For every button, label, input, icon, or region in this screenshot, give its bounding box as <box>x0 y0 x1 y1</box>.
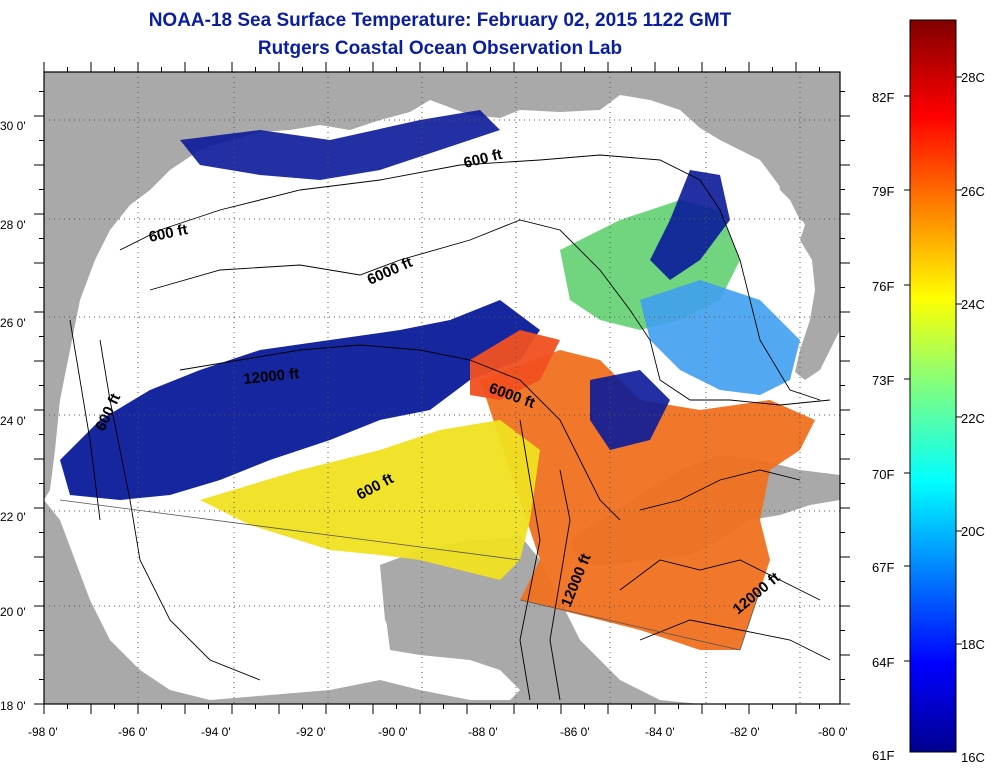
swath-edge <box>59 499 761 651</box>
lat-label: 24 0' <box>0 414 26 428</box>
graticule <box>44 72 840 704</box>
lon-label: -98 0' <box>28 725 58 739</box>
land-us-gulf-coast <box>44 72 840 500</box>
lon-label: -92 0' <box>296 725 326 739</box>
colorbar-c-label: 24C <box>961 297 985 312</box>
colorbar-ticks <box>904 76 962 662</box>
bathymetry-contours <box>69 154 831 701</box>
colorbar-c-label: 26C <box>961 184 985 199</box>
colorbar-c-label: 16C <box>961 750 985 765</box>
sst-cool-swath <box>640 280 800 395</box>
lon-label: -82 0' <box>730 725 760 739</box>
lat-label: 18 0' <box>0 699 26 713</box>
sst-cold-patch-center <box>590 370 670 450</box>
colorbar-f-label: 64F <box>872 655 894 670</box>
sst-yellow-swath <box>200 420 540 580</box>
colorbar-f-label: 67F <box>872 560 894 575</box>
lat-label: 30 0' <box>0 119 26 133</box>
colorbar <box>909 19 957 753</box>
sst-cold-patch-east <box>650 170 730 280</box>
colorbar-f-label: 82F <box>872 90 894 105</box>
contour-label: 12000 ft <box>243 365 300 388</box>
colorbar-fahrenheit-labels: 82F 79F 76F 73F 70F 67F 64F 61F <box>872 90 894 763</box>
map-title: NOAA-18 Sea Surface Temperature: Februar… <box>148 10 732 31</box>
lon-label: -94 0' <box>201 725 231 739</box>
colorbar-celsius-labels: 28C 26C 24C 22C 20C 18C 16C <box>961 70 985 765</box>
sst-warm-swath <box>480 350 815 650</box>
lon-label: -88 0' <box>468 725 498 739</box>
longitude-labels: -98 0' -96 0' -94 0' -92 0' -90 0' -88 0… <box>28 725 848 739</box>
colorbar-f-label: 79F <box>872 184 894 199</box>
lon-label: -90 0' <box>378 725 408 739</box>
colorbar-c-label: 18C <box>961 637 985 652</box>
latitude-labels: 30 0' 28 0' 26 0' 24 0' 22 0' 20 0' 18 0… <box>0 119 26 713</box>
lon-label: -84 0' <box>645 725 675 739</box>
colorbar-f-label: 73F <box>872 373 894 388</box>
colorbar-c-label: 22C <box>961 411 985 426</box>
map-subtitle: Rutgers Coastal Ocean Observation Lab <box>257 38 623 59</box>
lat-label: 20 0' <box>0 605 26 619</box>
sst-warm-patch-central <box>470 330 560 400</box>
map-ticks <box>34 62 850 714</box>
lon-label: -86 0' <box>560 725 590 739</box>
lat-label: 28 0' <box>0 218 26 232</box>
lon-label: -96 0' <box>118 725 148 739</box>
colorbar-c-label: 28C <box>961 70 985 85</box>
map-border <box>43 71 841 705</box>
land-florida <box>775 72 840 380</box>
sst-cold-patch-north <box>180 110 500 180</box>
lat-label: 22 0' <box>0 510 26 524</box>
colorbar-f-label: 61F <box>872 748 894 763</box>
land-mexico <box>44 500 700 704</box>
colorbar-f-label: 76F <box>872 279 894 294</box>
lat-label: 26 0' <box>0 316 26 330</box>
lon-label: -80 0' <box>818 725 848 739</box>
colorbar-c-label: 20C <box>961 524 985 539</box>
colorbar-f-label: 70F <box>872 467 894 482</box>
